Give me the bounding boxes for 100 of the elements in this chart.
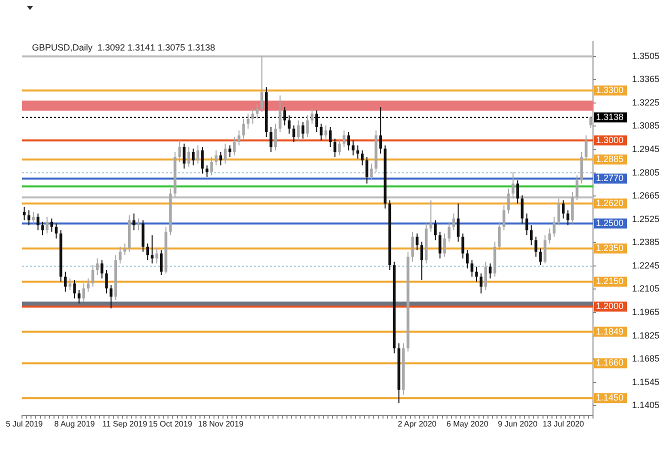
chart-title: GBPUSD,Daily 1.3092 1.3141 1.3075 1.3138 [32,42,216,52]
x-tick-label: 6 May 2020 [446,420,489,429]
candlestick [452,213,456,231]
y-tick-label: 1.2385 [632,237,660,248]
ref-line-label: 1.2000 [596,301,624,312]
candlestick [160,250,163,276]
ref-line-label: 1.2350 [596,242,624,253]
candlestick [206,164,208,178]
y-tick-label: 1.1965 [632,306,660,317]
ref-line-label: 1.1660 [596,358,624,368]
candlestick [228,144,232,158]
candlestick [146,242,149,261]
candlestick [516,180,519,204]
candlestick [100,260,104,279]
candlestick [82,282,86,302]
y-tick-label: 1.3365 [632,74,660,84]
candlestick [366,156,368,184]
candlestick [466,250,469,269]
y-tick-label: 1.2945 [632,144,660,154]
candlestick [448,221,450,242]
ref-line-label: 1.2885 [596,154,624,164]
candlestick [182,143,186,170]
candlestick [580,151,583,184]
candlestick [73,280,76,299]
candlestick [530,224,533,246]
candlestick [192,148,195,166]
x-tick-label: 15 Oct 2019 [148,420,193,429]
candlestick [502,204,506,231]
candlestick [420,241,424,281]
candlestick [456,203,460,242]
candlestick [338,138,341,156]
candlestick [68,278,72,291]
candlestick [278,94,282,133]
ref-line-label: 1.1849 [596,326,624,336]
candlestick [123,242,126,256]
candlestick [292,124,296,143]
candlestick [379,106,382,154]
candlestick [315,110,318,133]
candlestick [296,120,300,141]
x-tick-label: 5 Jul 2019 [6,420,44,429]
candlestick [150,234,154,264]
candlestick [242,118,245,140]
candlestick [251,108,254,124]
x-tick-label: 9 Jun 2020 [498,420,538,429]
x-tick-label: 8 Aug 2019 [54,420,96,429]
candlestick [41,221,44,236]
candlestick [470,260,474,278]
candlestick [219,151,222,166]
candlestick [91,264,94,288]
y-tick-label: 1.3505 [632,50,660,61]
y-tick-label: 1.2805 [632,167,660,178]
candlestick [557,198,560,226]
candlestick [443,232,446,258]
candlestick [137,218,140,231]
candlestick [50,218,54,232]
y-tick-label: 1.1825 [632,330,660,340]
candlestick [196,144,200,164]
ref-line-label: 1.2770 [596,173,624,184]
y-tick-label: 1.3225 [632,97,660,108]
candlestick [539,248,542,266]
candlestick [306,114,309,138]
ref-line-label: 1.2150 [596,276,624,286]
candlestick [438,231,442,259]
candlestick [36,213,40,231]
candlestick [352,140,355,156]
candlestick [434,220,437,241]
y-tick-label: 1.2105 [632,284,660,294]
candlestick [270,126,272,152]
candlestick [525,213,528,236]
ref-line-label: 1.1450 [596,392,624,403]
candlestick [283,106,286,126]
candlestick [178,140,181,162]
candlestick [274,123,277,151]
candlestick [260,56,264,113]
ref-line-label: 1.3300 [596,84,624,95]
ref-line-label: 1.3138 [596,112,624,122]
candlestick [552,216,556,238]
candlestick [507,188,510,214]
candlestick [562,200,565,220]
candlestick [132,213,136,231]
candlestick [342,130,346,148]
y-tick-label: 1.1545 [632,376,660,387]
x-tick-label: 13 Jul 2020 [542,420,585,429]
candlestick [576,174,578,201]
y-tick-label: 1.2525 [632,214,660,224]
candlestick [475,266,478,282]
candlestick [187,146,190,168]
candlestick [320,123,323,141]
y-tick-label: 1.2665 [632,190,660,201]
y-tick-label: 1.1405 [632,400,660,410]
candlestick [544,234,546,264]
candlestick [429,200,432,232]
ref-line-label: 1.2500 [596,218,624,228]
candlestick [224,143,227,164]
candlestick [27,210,30,226]
candlestick [86,278,90,292]
ref-line-label: 1.3000 [596,134,624,145]
candlestick [246,113,250,130]
candlestick [324,124,328,140]
candlestick [480,272,482,294]
